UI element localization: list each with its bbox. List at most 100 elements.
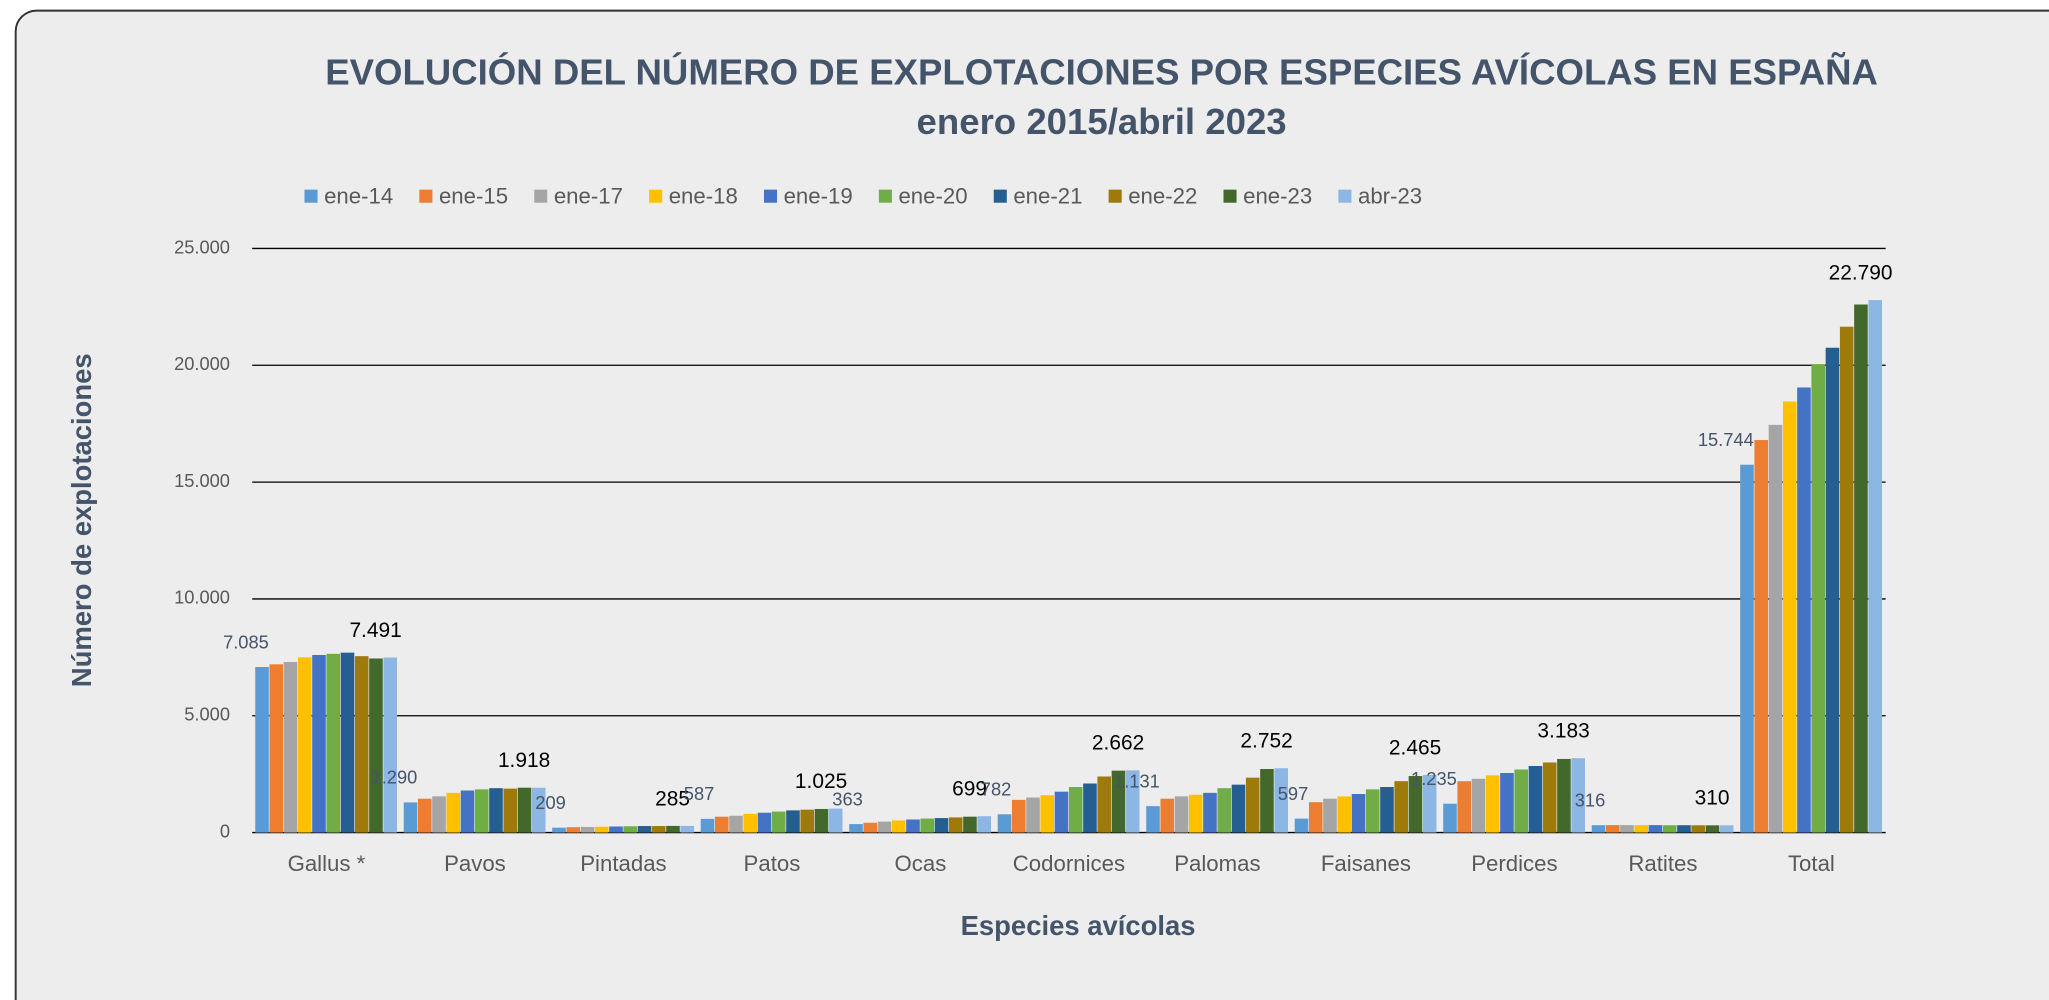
- bar: [1571, 758, 1585, 833]
- x-tick-label: Ocas: [895, 851, 947, 876]
- bar: [283, 662, 298, 833]
- bar: [594, 826, 609, 833]
- chart-title: EVOLUCIÓN DEL NÚMERO DE EXPLOTACIONES PO…: [325, 50, 1878, 92]
- legend-swatch: [1223, 189, 1237, 203]
- bar: [877, 821, 892, 833]
- bar: [906, 819, 920, 833]
- bar: [1485, 775, 1500, 833]
- bar: [1380, 787, 1394, 833]
- bar: [1620, 825, 1634, 833]
- bar: [651, 826, 666, 833]
- bar: [1203, 792, 1217, 833]
- x-tick-label: Gallus *: [288, 851, 366, 876]
- bar: [963, 816, 977, 833]
- bar: [1260, 769, 1274, 833]
- x-tick-label: Pintadas: [580, 851, 666, 876]
- bar: [1677, 825, 1691, 833]
- bar: [326, 653, 341, 833]
- x-tick-label: Patos: [744, 851, 801, 876]
- bar: [1839, 326, 1854, 833]
- bar: [920, 818, 935, 833]
- bar: [1422, 774, 1437, 833]
- bar: [757, 812, 772, 833]
- bar: [1457, 781, 1472, 833]
- data-label: 587: [684, 783, 715, 804]
- bar: [1274, 768, 1288, 833]
- bar: [729, 815, 743, 833]
- bar: [474, 789, 489, 833]
- bar: [771, 811, 786, 833]
- bar: [637, 826, 652, 833]
- bar: [1188, 794, 1203, 833]
- bar: [1174, 796, 1189, 833]
- bar: [269, 664, 284, 833]
- y-tick-label: 5.000: [184, 704, 230, 725]
- data-label: 2.465: [1389, 736, 1441, 759]
- data-label: 209: [535, 792, 566, 813]
- legend-swatch: [419, 189, 433, 203]
- bar: [580, 826, 595, 833]
- bar: [1811, 364, 1825, 833]
- x-tick-label: Perdices: [1471, 851, 1557, 876]
- data-label: 1.290: [372, 767, 418, 788]
- legend-label: ene-21: [1013, 183, 1082, 208]
- bar: [1231, 784, 1246, 833]
- bar: [340, 652, 355, 833]
- bar: [1054, 791, 1069, 833]
- bar: [1662, 825, 1677, 833]
- bar: [403, 802, 418, 833]
- data-label: 310: [1695, 787, 1730, 810]
- data-label: 2.662: [1092, 732, 1144, 755]
- bar: [891, 820, 906, 833]
- bar: [1337, 796, 1352, 833]
- data-label: 1.131: [1114, 770, 1160, 791]
- y-tick-label: 10.000: [174, 587, 230, 608]
- bar: [1443, 803, 1457, 833]
- bar: [383, 657, 398, 833]
- bar: [1217, 788, 1232, 833]
- bar: [1542, 762, 1557, 833]
- legend-swatch: [1338, 189, 1352, 203]
- data-label: 3.183: [1537, 720, 1589, 743]
- bar: [948, 817, 963, 833]
- legend-swatch: [534, 189, 548, 203]
- y-tick-label: 0: [220, 820, 230, 841]
- bar: [1323, 798, 1337, 833]
- bar: [1011, 799, 1026, 833]
- bar: [1083, 783, 1097, 833]
- bar: [849, 824, 863, 833]
- bar: [1825, 347, 1840, 833]
- bar: [1740, 464, 1754, 833]
- bar: [828, 808, 843, 833]
- data-label: 1.025: [795, 770, 847, 793]
- legend-label: ene-20: [898, 183, 967, 208]
- legend-swatch: [763, 189, 778, 203]
- data-label: 15.744: [1698, 429, 1754, 450]
- bar: [666, 825, 680, 833]
- bar: [1591, 825, 1606, 833]
- legend-label: ene-22: [1128, 183, 1197, 208]
- x-tick-label: Codornices: [1013, 851, 1125, 876]
- bar: [743, 813, 758, 833]
- bar: [1719, 825, 1734, 833]
- bar: [1394, 781, 1408, 833]
- bar: [1634, 825, 1649, 833]
- data-label: 22.790: [1829, 261, 1893, 284]
- legend-label: ene-17: [554, 183, 623, 208]
- bar: [1691, 825, 1705, 833]
- bar: [1471, 778, 1486, 833]
- bar: [800, 809, 815, 833]
- data-label: 782: [981, 779, 1012, 800]
- legend-label: ene-15: [439, 183, 508, 208]
- bar: [1705, 825, 1720, 833]
- bar: [1308, 802, 1323, 833]
- data-label: 699: [952, 778, 987, 801]
- bar: [863, 822, 878, 833]
- legend-swatch: [649, 189, 663, 203]
- bar: [1500, 772, 1514, 833]
- bar: [680, 825, 695, 833]
- x-tick-label: Palomas: [1174, 851, 1260, 876]
- bar: [1868, 300, 1882, 833]
- legend-swatch: [993, 189, 1007, 203]
